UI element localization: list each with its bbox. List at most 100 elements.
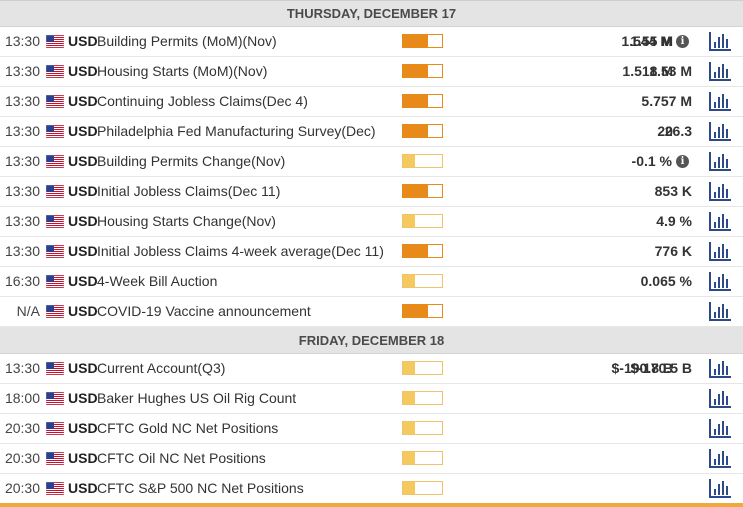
us-flag-icon	[45, 124, 65, 139]
event-previous: 26.3	[664, 123, 692, 139]
event-time: 13:30	[4, 33, 40, 49]
bar-chart-icon[interactable]	[708, 241, 732, 262]
importance-low	[402, 451, 443, 465]
event-name[interactable]: CFTC Gold NC Net Positions	[97, 420, 279, 436]
info-icon[interactable]: i	[676, 35, 689, 48]
event-consensus: 1.518 M	[622, 63, 673, 79]
event-time: 20:30	[4, 450, 40, 466]
event-name[interactable]: CFTC Oil NC Net Positions	[97, 450, 266, 466]
event-previous: 1.53 M	[649, 63, 692, 79]
calendar-day: FRIDAY, DECEMBER 18 13:30 USD Current Ac…	[0, 327, 743, 504]
day-header: THURSDAY, DECEMBER 17	[0, 0, 743, 27]
bar-chart-icon[interactable]	[708, 61, 732, 82]
event-name[interactable]: Housing Starts (MoM)(Nov)	[97, 63, 268, 79]
event-name[interactable]: Housing Starts Change(Nov)	[97, 213, 276, 229]
event-currency: USD	[68, 33, 98, 49]
event-currency: USD	[68, 480, 98, 496]
importance-high	[402, 184, 443, 198]
bar-chart-icon[interactable]	[708, 478, 732, 499]
importance-high	[402, 94, 443, 108]
us-flag-icon	[45, 214, 65, 229]
event-currency: USD	[68, 390, 98, 406]
event-name[interactable]: Initial Jobless Claims(Dec 11)	[97, 183, 281, 199]
bar-chart-icon[interactable]	[708, 31, 732, 52]
bar-chart-icon[interactable]	[708, 151, 732, 172]
event-row[interactable]: 13:30 USD Housing Starts Change(Nov) 4.9…	[0, 207, 743, 237]
day-events: 13:30 USD Building Permits (MoM)(Nov) 1.…	[0, 27, 743, 327]
event-row[interactable]: 13:30 USD Initial Jobless Claims(Dec 11)…	[0, 177, 743, 207]
event-name[interactable]: COVID-19 Vaccine announcement	[97, 303, 311, 319]
event-row[interactable]: 18:00 USD Baker Hughes US Oil Rig Count	[0, 384, 743, 414]
importance-low	[402, 481, 443, 495]
importance-low	[402, 274, 443, 288]
us-flag-icon	[45, 154, 65, 169]
event-consensus: 1.55 M	[630, 33, 673, 49]
day-header: FRIDAY, DECEMBER 18	[0, 327, 743, 354]
bar-chart-icon[interactable]	[708, 121, 732, 142]
event-row[interactable]: 13:30 USD Building Permits (MoM)(Nov) 1.…	[0, 27, 743, 57]
event-time: 20:30	[4, 480, 40, 496]
event-time: 18:00	[4, 390, 40, 406]
event-previous	[610, 297, 692, 326]
event-previous	[610, 414, 692, 443]
event-currency: USD	[68, 243, 98, 259]
event-row[interactable]: 13:30 USD Continuing Jobless Claims(Dec …	[0, 87, 743, 117]
event-name[interactable]: Continuing Jobless Claims(Dec 4)	[97, 93, 308, 109]
event-currency: USD	[68, 93, 98, 109]
event-name[interactable]: 4-Week Bill Auction	[97, 273, 218, 289]
importance-high	[402, 244, 443, 258]
bar-chart-icon[interactable]	[708, 448, 732, 469]
event-row[interactable]: 13:30 USD Philadelphia Fed Manufacturing…	[0, 117, 743, 147]
event-row[interactable]: 20:30 USD CFTC Gold NC Net Positions	[0, 414, 743, 444]
event-currency: USD	[68, 63, 98, 79]
event-name[interactable]: Current Account(Q3)	[97, 360, 226, 376]
event-row[interactable]: 13:30 USD Initial Jobless Claims 4-week …	[0, 237, 743, 267]
event-row[interactable]: 16:30 USD 4-Week Bill Auction 0.065 %	[0, 267, 743, 297]
day-events: 13:30 USD Current Account(Q3) $-190.8 B …	[0, 354, 743, 504]
event-time: 16:30	[4, 273, 40, 289]
event-name[interactable]: CFTC S&P 500 NC Net Positions	[97, 480, 304, 496]
importance-low	[402, 154, 443, 168]
event-name[interactable]: Building Permits Change(Nov)	[97, 153, 286, 169]
bar-chart-icon[interactable]	[708, 418, 732, 439]
event-previous	[610, 384, 692, 413]
event-name[interactable]: Philadelphia Fed Manufacturing Survey(De…	[97, 123, 376, 139]
event-name[interactable]: Baker Hughes US Oil Rig Count	[97, 390, 297, 406]
bar-chart-icon[interactable]	[708, 181, 732, 202]
event-currency: USD	[68, 153, 98, 169]
us-flag-icon	[45, 421, 65, 436]
calendar-day: THURSDAY, DECEMBER 17 13:30 USD Building…	[0, 0, 743, 327]
bar-chart-icon[interactable]	[708, 211, 732, 232]
event-row[interactable]: 13:30 USD Current Account(Q3) $-190.8 B …	[0, 354, 743, 384]
event-row[interactable]: 13:30 USD Building Permits Change(Nov) -…	[0, 147, 743, 177]
event-previous: 5.757 M	[641, 93, 692, 109]
importance-high	[402, 124, 443, 138]
event-time: 13:30	[4, 123, 40, 139]
event-row[interactable]: 20:30 USD CFTC S&P 500 NC Net Positions	[0, 474, 743, 504]
event-currency: USD	[68, 360, 98, 376]
info-icon[interactable]: i	[676, 155, 689, 168]
event-row[interactable]: N/A USD COVID-19 Vaccine announcement	[0, 297, 743, 327]
bar-chart-icon[interactable]	[708, 358, 732, 379]
importance-low	[402, 421, 443, 435]
bar-chart-icon[interactable]	[708, 388, 732, 409]
event-time: 13:30	[4, 360, 40, 376]
importance-low	[402, 214, 443, 228]
event-time: 13:30	[4, 243, 40, 259]
us-flag-icon	[45, 451, 65, 466]
event-row[interactable]: 20:30 USD CFTC Oil NC Net Positions	[0, 444, 743, 474]
event-time: 13:30	[4, 153, 40, 169]
event-time: 13:30	[4, 183, 40, 199]
event-row[interactable]: 13:30 USD Housing Starts (MoM)(Nov) 1.51…	[0, 57, 743, 87]
event-currency: USD	[68, 273, 98, 289]
event-time: 13:30	[4, 93, 40, 109]
event-previous: 1.544 M	[621, 33, 672, 49]
event-previous: 0.065 %	[640, 273, 692, 289]
event-time: 13:30	[4, 213, 40, 229]
bar-chart-icon[interactable]	[708, 301, 732, 322]
us-flag-icon	[45, 274, 65, 289]
bar-chart-icon[interactable]	[708, 271, 732, 292]
event-name[interactable]: Initial Jobless Claims 4-week average(De…	[97, 243, 384, 259]
bar-chart-icon[interactable]	[708, 91, 732, 112]
event-name[interactable]: Building Permits (MoM)(Nov)	[97, 33, 277, 49]
